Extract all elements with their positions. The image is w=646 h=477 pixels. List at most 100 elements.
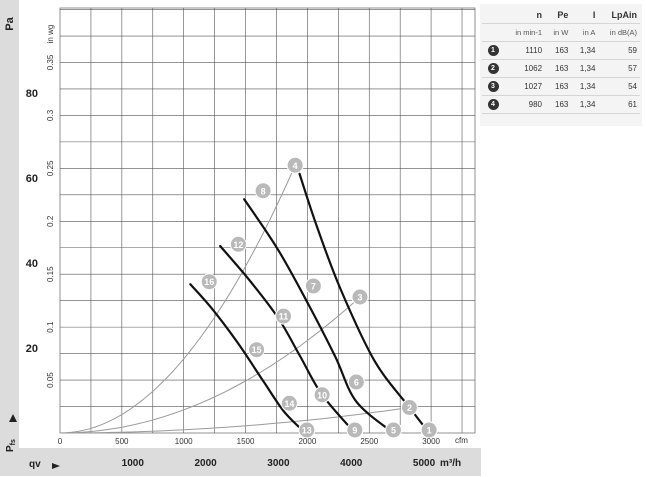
marker-circle (275, 307, 293, 325)
marker-label: 14 (284, 399, 294, 409)
cell-lpa: 59 (628, 46, 637, 55)
pa-tick-label: 40 (26, 258, 38, 270)
pa-unit-label: Pa (4, 16, 16, 30)
row-badge: 3 (487, 81, 499, 92)
m3h-tick-label: 5000 (413, 458, 436, 469)
m3h-tick-label: 3000 (267, 458, 290, 469)
marker-circle (286, 156, 304, 174)
curve-marker: 5 (384, 421, 402, 439)
table-units-row: in min-1 in W in A in dB(A) (482, 24, 640, 42)
marker-label: 7 (311, 281, 316, 291)
cell-pe: 163 (555, 100, 569, 109)
pa-tick-label: 80 (26, 88, 38, 100)
fan-curve-4 (189, 283, 307, 435)
row-badge: 4 (487, 99, 499, 110)
curve-marker: 12 (229, 235, 247, 253)
cell-lpa: 61 (628, 100, 637, 109)
curve-marker: 13 (298, 421, 316, 439)
table-row: 2 1062 163 1,34 57 (482, 60, 640, 78)
header-lpa: LpAin (611, 9, 638, 20)
marker-circle (280, 394, 298, 412)
row-badge: 2 (487, 63, 499, 74)
left-axis-band (0, 0, 19, 476)
marker-circle (400, 399, 418, 416)
unit-n: in min-1 (515, 28, 543, 37)
marker-circle (313, 386, 331, 404)
marker-circle (347, 373, 365, 391)
pa-tick-label: 60 (26, 173, 38, 185)
header-pe: Pe (557, 9, 569, 20)
marker-circle (351, 288, 369, 306)
table-header-row: n Pe I LpAin (482, 6, 640, 24)
cell-n: 1110 (525, 46, 543, 55)
curve-marker: 3 (351, 288, 369, 306)
axis-labels: 20 40 60 80 0.05 0.1 0.15 0.2 0.25 0.3 0.35 0 500 100… (26, 54, 441, 469)
cfm-tick-label: 0 (58, 437, 63, 446)
fan-curve-2 (243, 198, 395, 435)
marker-label: 8 (261, 186, 266, 196)
curve-marker: 2 (400, 399, 418, 416)
marker-label: 13 (302, 426, 312, 436)
unit-lpa: in dB(A) (609, 28, 637, 37)
marker-circle (346, 421, 364, 439)
cell-i: 1,34 (579, 46, 596, 55)
curve-marker: 7 (304, 277, 322, 295)
marker-label: 5 (391, 426, 396, 436)
cell-n: 980 (528, 100, 543, 109)
cell-pe: 163 (555, 46, 569, 55)
operating-points-table: n Pe I LpAin in min-1 in W in A in dB(A)… (482, 6, 640, 114)
curve-marker: 6 (347, 373, 365, 391)
curve-marker: 16 (200, 273, 218, 291)
curve-marker: 1 (420, 421, 438, 439)
marker-circle (304, 277, 322, 295)
cell-n: 1027 (524, 82, 543, 91)
cfm-tick-label: 2000 (298, 437, 316, 446)
flow-axis-arrow (52, 463, 60, 469)
marker-label: 2 (407, 403, 412, 413)
table-background (480, 4, 642, 126)
cell-i: 1,34 (579, 82, 596, 91)
header-n: n (536, 9, 543, 20)
system-curve-line (60, 407, 410, 434)
m3h-tick-label: 1000 (122, 458, 145, 469)
cfm-tick-label: 1500 (237, 437, 255, 446)
pressure-axis-title: Pfs (5, 439, 17, 452)
cfm-tick-label: 1000 (175, 437, 193, 446)
curve-marker: 15 (248, 341, 266, 359)
plot-frame (59, 7, 476, 434)
marker-label: 12 (233, 240, 243, 250)
flow-axis-title: qv (29, 459, 41, 470)
pa-tick-label: 20 (26, 343, 38, 355)
marker-label: 10 (317, 390, 327, 400)
unit-i: in A (582, 28, 596, 37)
pressure-axis-arrow (9, 414, 17, 422)
system-curves (59, 165, 410, 434)
inwg-tick-label: 0.1 (46, 321, 55, 333)
header-i: I (592, 9, 596, 20)
inwg-tick-label: 0.15 (46, 266, 55, 282)
table-row: 4 980 163 1,34 61 (482, 96, 640, 114)
marker-circle (248, 341, 266, 359)
cell-lpa: 57 (628, 64, 637, 73)
row-badge: 1 (487, 45, 499, 56)
marker-circle (254, 182, 272, 200)
unit-pe: in W (553, 28, 569, 37)
cell-pe: 163 (555, 82, 569, 91)
system-curve-line (59, 165, 296, 434)
marker-label: 15 (252, 345, 262, 355)
marker-label: 3 (357, 293, 362, 303)
inwg-tick-label: 0.05 (46, 372, 55, 388)
cell-n: 1062 (524, 64, 543, 73)
marker-label: 9 (352, 426, 357, 436)
cell-i: 1,34 (579, 100, 596, 109)
m3h-unit-label: m³/h (440, 458, 461, 469)
system-curve-line (59, 296, 361, 434)
inwg-tick-label: 0.2 (46, 215, 55, 227)
bottom-axis-band (19, 448, 481, 476)
m3h-tick-label: 2000 (194, 458, 217, 469)
curve-marker: 4 (286, 156, 304, 174)
cfm-tick-label: 500 (115, 437, 129, 446)
inwg-tick-label: 0.3 (46, 109, 55, 121)
marker-circle (420, 421, 438, 439)
